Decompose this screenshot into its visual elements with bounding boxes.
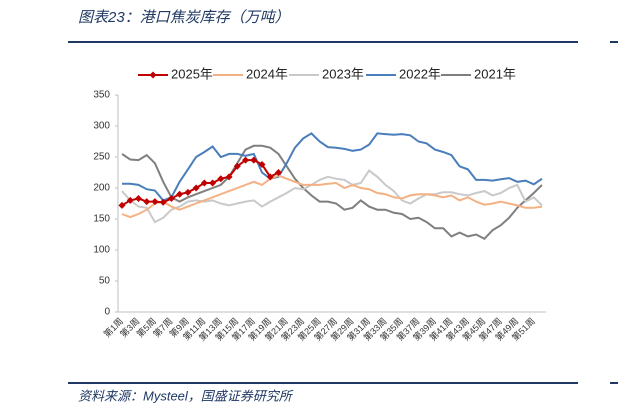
chart-title: 图表23：港口焦炭库存（万吨） (78, 9, 290, 26)
legend-label: 2021年 (474, 66, 516, 81)
series-marker (192, 184, 200, 192)
y-tick-label: 50 (99, 276, 111, 287)
legend-marker (149, 71, 157, 79)
series-marker (266, 173, 274, 181)
series-marker (274, 169, 282, 176)
series-line (121, 144, 543, 241)
y-tick-label: 200 (93, 183, 110, 194)
y-tick-label: 350 (93, 90, 110, 101)
series-marker (258, 160, 266, 168)
source-note: 资料来源：Mysteel，国盛证券研究所 (78, 388, 294, 403)
y-tick-label: 150 (93, 214, 110, 225)
series-marker (200, 179, 208, 187)
series-marker (126, 196, 134, 204)
legend-label: 2023年 (322, 66, 364, 81)
series-marker (250, 156, 258, 164)
series-marker (151, 198, 159, 206)
series-marker (159, 198, 167, 206)
series-line (122, 132, 543, 202)
series-marker (233, 162, 241, 170)
y-tick-label: 0 (104, 307, 110, 318)
legend-label: 2024年 (246, 66, 288, 81)
series-marker (143, 198, 151, 206)
series-marker (167, 195, 175, 203)
legend-label: 2025年 (171, 66, 213, 81)
series-line (121, 169, 543, 224)
series-marker (176, 190, 184, 198)
series-marker (209, 179, 217, 187)
y-tick-label: 300 (93, 121, 110, 132)
series-marker (242, 156, 250, 164)
series-marker (217, 175, 225, 183)
series-line (121, 174, 543, 219)
series-marker (118, 201, 126, 209)
legend-label: 2022年 (399, 66, 441, 81)
series-marker (134, 195, 142, 203)
series-marker (184, 188, 192, 196)
y-tick-label: 250 (93, 152, 110, 163)
y-tick-label: 100 (93, 245, 110, 256)
series-marker (225, 173, 233, 181)
